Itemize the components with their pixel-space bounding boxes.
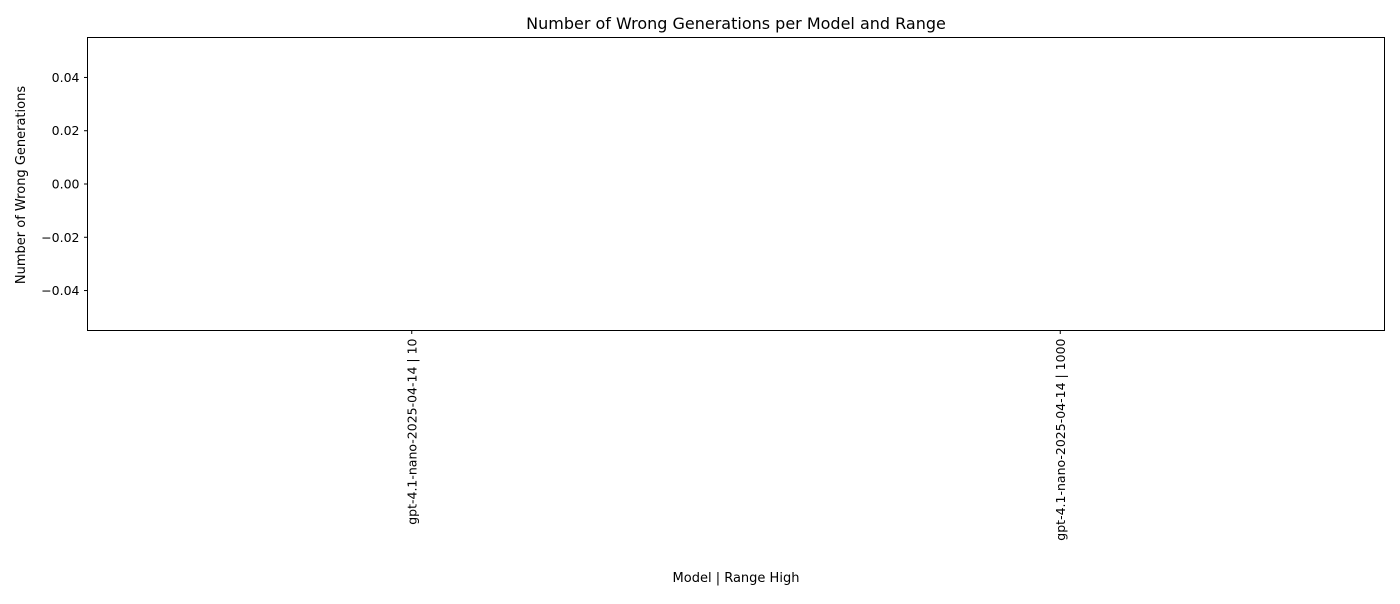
y-tick-label: 0.02	[52, 123, 80, 138]
y-tick-label: 0.04	[52, 70, 80, 85]
x-tick-label: gpt-4.1-nano-2025-04-14 | 1000	[1053, 338, 1068, 540]
y-tick-label: −0.02	[41, 230, 79, 245]
y-tick-label: 0.00	[52, 177, 80, 192]
x-tick-label: gpt-4.1-nano-2025-04-14 | 10	[404, 338, 419, 524]
y-axis-ticks: 0.04 0.02 0.00 −0.02 −0.04	[41, 70, 88, 298]
y-axis-label: Number of Wrong Generations	[14, 86, 29, 284]
x-axis-ticks: gpt-4.1-nano-2025-04-14 | 10 gpt-4.1-nano…	[404, 330, 1068, 541]
y-tick-label: −0.04	[41, 283, 79, 298]
chart-title: Number of Wrong Generations per Model an…	[526, 14, 946, 33]
x-axis-label: Model | Range High	[673, 571, 800, 586]
